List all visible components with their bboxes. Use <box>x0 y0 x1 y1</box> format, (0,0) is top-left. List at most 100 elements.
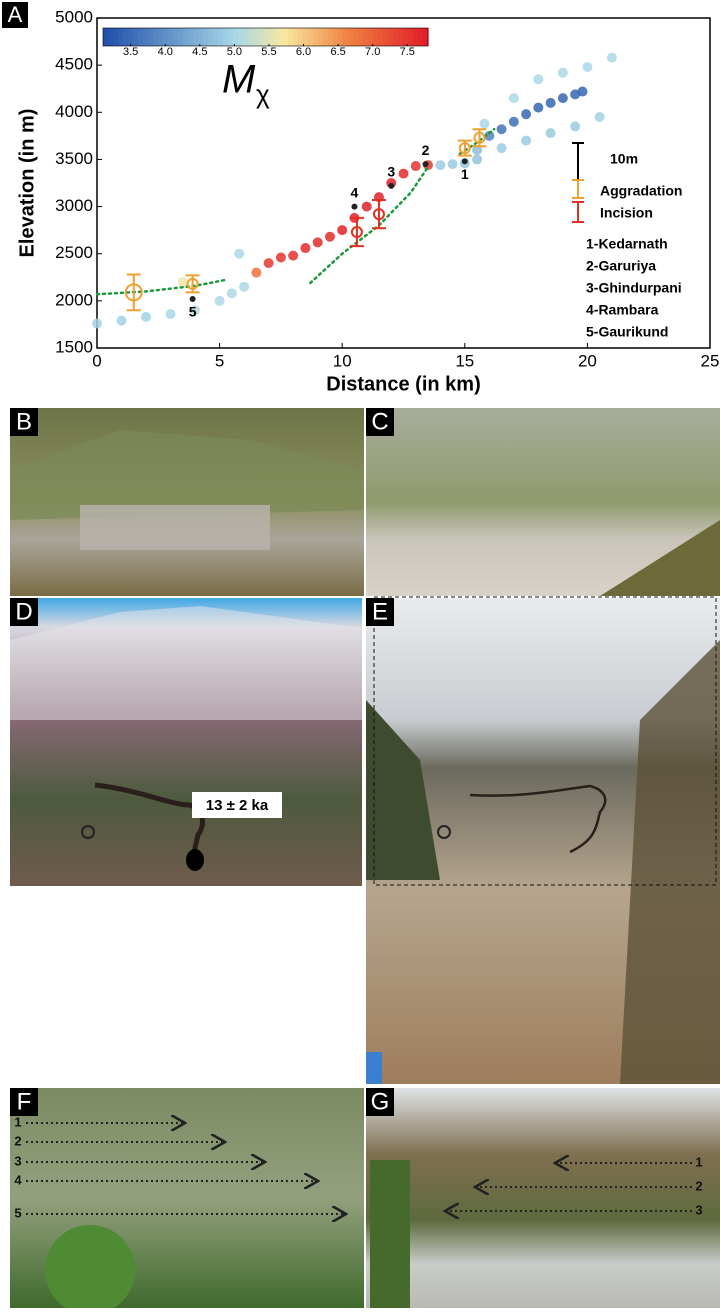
chart-panel-a: A0 5 10 15 20 2515002000250030003500400045005… <box>2 2 719 395</box>
profile-point <box>521 109 532 120</box>
arrow-label: 2 <box>695 1178 702 1193</box>
colorbar-segment <box>388 28 394 46</box>
tree <box>370 1160 410 1308</box>
colorbar-segment <box>153 28 159 46</box>
colorbar-segment <box>378 28 384 46</box>
profile-point <box>361 201 372 212</box>
colorbar-segment <box>213 28 219 46</box>
colorbar-segment <box>198 28 204 46</box>
colorbar-segment <box>128 28 134 46</box>
sample-site <box>186 849 204 871</box>
colorbar-segment <box>113 28 119 46</box>
profile-point <box>410 161 421 172</box>
colorbar-segment <box>228 28 234 46</box>
arrow-label: 3 <box>14 1153 21 1168</box>
profile-point <box>447 159 458 170</box>
panel-label: E <box>372 598 388 625</box>
profile-point <box>472 145 483 155</box>
profile-point <box>570 121 581 132</box>
colorbar-segment <box>253 28 259 46</box>
y-tick-label: 5000 <box>55 7 93 26</box>
error-bar <box>371 198 386 230</box>
colorbar-segment <box>163 28 169 46</box>
colorbar-segment <box>303 28 309 46</box>
profile-point <box>496 143 507 154</box>
colorbar-tick-label: 6.5 <box>330 46 345 58</box>
profile-point <box>606 52 617 63</box>
arrow-label: 4 <box>14 1172 22 1187</box>
x-tick-label: 15 <box>455 351 474 370</box>
colorbar-segment <box>418 28 424 46</box>
site-point <box>351 203 358 210</box>
profile-point <box>594 112 605 122</box>
profile-point <box>275 252 286 263</box>
plot-frame <box>96 17 711 349</box>
profile-point <box>496 124 507 135</box>
inset-frame <box>373 596 717 886</box>
profile-point <box>508 93 519 104</box>
x-tick-label: 10 <box>333 351 352 370</box>
site-label: 2 <box>422 142 430 158</box>
legend-label: Aggradation <box>600 183 682 199</box>
sample-point <box>186 277 199 290</box>
colorbar-segment <box>168 28 174 46</box>
colorbar-segment <box>218 28 224 46</box>
colorbar-segment <box>233 28 239 46</box>
colorbar-segment <box>288 28 294 46</box>
profile-point <box>545 128 556 139</box>
colorbar-segment <box>343 28 349 46</box>
colorbar-tick-label: 7.5 <box>400 46 415 58</box>
colorbar-segment <box>238 28 244 46</box>
annotation: 13 ± 2 ka <box>206 797 269 814</box>
reference-marker <box>81 825 95 839</box>
profile-point <box>141 311 152 322</box>
colorbar-segment <box>333 28 339 46</box>
error-bar <box>349 216 364 248</box>
annotation-box <box>192 792 282 818</box>
site-legend: 5-Gaurikund <box>586 324 668 340</box>
profile-point <box>582 62 593 73</box>
profile-point <box>234 248 245 259</box>
colorbar-segment <box>293 28 299 46</box>
profile-point <box>337 225 348 236</box>
x-tick-label: 25 <box>701 351 720 370</box>
colorbar-segment <box>383 28 389 46</box>
colorbar-segment <box>373 28 379 46</box>
x-axis-label: Distance (in km) <box>326 373 480 395</box>
colorbar-segment <box>313 28 319 46</box>
colorbar-segment <box>358 28 364 46</box>
site-point <box>189 295 196 302</box>
y-axis-label: Elevation (in m) <box>16 109 38 258</box>
colorbar-tick-label: 5.5 <box>261 46 276 58</box>
colorbar-segment <box>283 28 289 46</box>
y-tick-label: 4500 <box>55 55 93 74</box>
colorbar-segment <box>243 28 249 46</box>
arrow-label: 1 <box>695 1154 702 1169</box>
panel-label: C <box>371 408 388 435</box>
arrow-label: 3 <box>695 1202 702 1217</box>
profile-point <box>521 135 532 146</box>
panel-label-box <box>10 1088 38 1116</box>
colorbar-segment <box>323 28 329 46</box>
profile-point <box>479 118 490 129</box>
profile-point <box>92 318 102 329</box>
profile-point <box>472 154 483 165</box>
profile-point <box>533 74 544 85</box>
arrow-label: 2 <box>14 1133 21 1148</box>
site-label: 4 <box>351 184 359 200</box>
trend-line <box>309 165 430 285</box>
reference-marker <box>437 825 451 839</box>
colorbar-tick-label: 6.0 <box>296 46 311 58</box>
profile-point <box>177 277 188 287</box>
profile-point <box>239 281 250 292</box>
colorbar-segment <box>268 28 274 46</box>
colorbar-segment <box>263 28 269 46</box>
panel-label-box <box>366 408 394 436</box>
colorbar-segment <box>368 28 374 46</box>
photo-panels <box>10 408 720 1313</box>
y-tick-label: 2500 <box>55 243 93 262</box>
panel-label-box <box>10 408 38 436</box>
profile-point <box>300 243 311 254</box>
site-legend: 1-Kedarnath <box>586 236 668 252</box>
legend-label: Incision <box>600 205 653 221</box>
